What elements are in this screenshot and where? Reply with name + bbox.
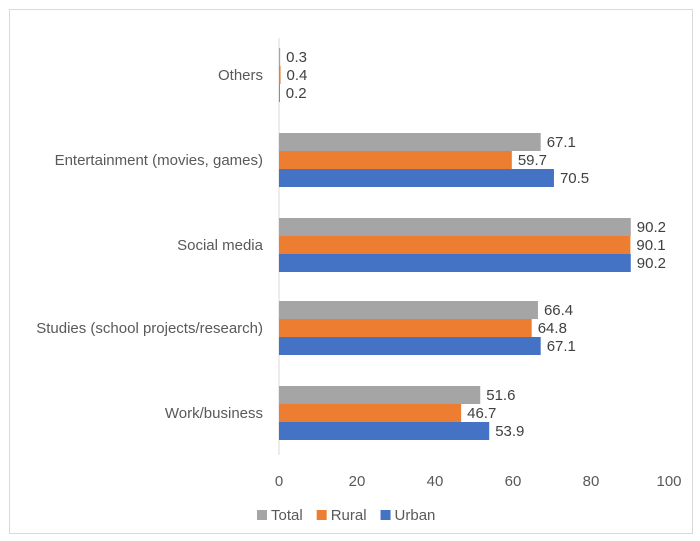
bar-rural <box>279 236 631 254</box>
bar-urban <box>279 169 554 187</box>
x-tick-label: 0 <box>275 473 283 490</box>
category-label: Entertainment (movies, games) <box>55 152 263 169</box>
x-tick-label: 80 <box>583 473 600 490</box>
category-label: Others <box>218 67 263 84</box>
bar-rural <box>279 66 281 84</box>
legend-swatch-rural <box>316 510 327 520</box>
data-label: 67.1 <box>547 338 576 355</box>
bar-total <box>279 48 281 66</box>
category-label: Social media <box>177 237 264 254</box>
data-label: 70.5 <box>560 170 589 187</box>
category-label: Studies (school projects/research) <box>36 320 263 337</box>
data-label: 67.1 <box>547 134 576 151</box>
category-label: Work/business <box>165 405 263 422</box>
bar-urban <box>279 337 541 355</box>
data-label: 90.1 <box>636 237 665 254</box>
bar-rural <box>279 151 512 169</box>
x-tick-label: 100 <box>656 473 681 490</box>
x-tick-label: 40 <box>427 473 444 490</box>
bar-rural <box>279 319 532 337</box>
data-label: 59.7 <box>518 152 547 169</box>
bar-rural <box>279 404 462 422</box>
legend-swatch-total <box>257 510 267 520</box>
data-label: 51.6 <box>486 387 515 404</box>
data-label: 0.3 <box>286 49 307 66</box>
data-label: 90.2 <box>637 219 666 236</box>
data-label: 0.2 <box>286 85 307 102</box>
legend-swatch-urban <box>380 510 391 520</box>
data-label: 53.9 <box>495 423 524 440</box>
bar-total <box>279 386 481 404</box>
bar-total <box>279 301 538 319</box>
legend-label: Total <box>271 507 303 524</box>
legend-label: Urban <box>395 507 436 524</box>
bar-total <box>279 133 541 151</box>
data-label: 90.2 <box>637 255 666 272</box>
bar-urban <box>279 84 280 102</box>
data-label: 66.4 <box>544 302 573 319</box>
data-label: 0.4 <box>287 67 308 84</box>
bar-total <box>279 218 631 236</box>
data-label: 46.7 <box>467 405 496 422</box>
x-tick-label: 20 <box>349 473 366 490</box>
data-label: 64.8 <box>538 320 567 337</box>
x-tick-label: 60 <box>505 473 522 490</box>
bar-urban <box>279 254 631 272</box>
bar-urban <box>279 422 490 440</box>
legend-label: Rural <box>331 507 367 524</box>
